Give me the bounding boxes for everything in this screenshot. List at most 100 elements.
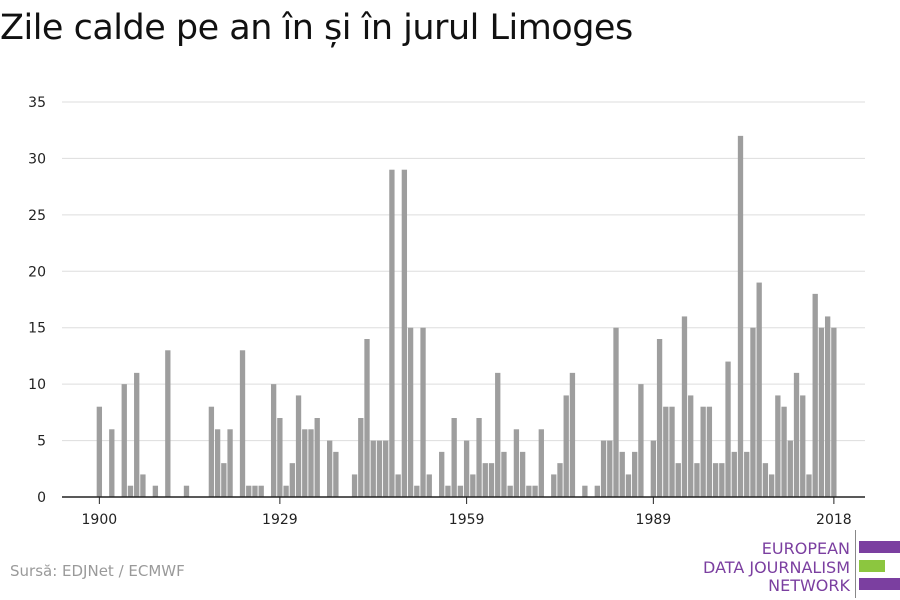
bar-1997 xyxy=(700,406,706,497)
bar-1933 xyxy=(302,429,308,497)
bar-1914 xyxy=(183,485,190,497)
bar-2014 xyxy=(806,474,812,497)
bar-2017 xyxy=(824,316,831,497)
bar-1920 xyxy=(221,463,227,497)
bar-1946 xyxy=(383,440,389,497)
bar-2002 xyxy=(731,451,737,497)
bar-1919 xyxy=(214,429,221,497)
bar-1929 xyxy=(277,418,283,497)
bar-2006 xyxy=(756,282,762,497)
bar-1968 xyxy=(519,451,526,497)
bar-1974 xyxy=(557,463,563,497)
bar-1949 xyxy=(401,169,408,497)
logo-bar-purple-bottom xyxy=(859,578,900,590)
bar-1924 xyxy=(246,485,252,497)
gridlines xyxy=(62,101,865,442)
bar-1956 xyxy=(445,485,451,497)
bar-2003 xyxy=(737,135,744,498)
bar-1984 xyxy=(619,451,625,497)
bar-1993 xyxy=(675,463,681,497)
bar-1967 xyxy=(513,429,520,497)
bar-1937 xyxy=(327,440,333,497)
bar-2016 xyxy=(818,327,825,497)
bar-1998 xyxy=(706,406,713,497)
bar-1999 xyxy=(712,463,719,497)
x-tick-label: 1929 xyxy=(262,512,298,528)
bar-1934 xyxy=(308,429,314,497)
bar-1976 xyxy=(569,372,576,497)
x-tick-label: 1900 xyxy=(82,512,118,528)
logo-bar-purple-top xyxy=(859,541,900,553)
bar-1945 xyxy=(376,440,383,497)
bar-1942 xyxy=(358,418,364,497)
bar-1970 xyxy=(532,485,538,497)
bar-1996 xyxy=(694,463,700,497)
logo-divider xyxy=(855,530,856,598)
bar-2005 xyxy=(750,327,756,497)
bar-1932 xyxy=(295,395,302,497)
bar-1983 xyxy=(613,327,619,497)
bar-2013 xyxy=(800,395,806,497)
bar-1986 xyxy=(632,451,638,497)
bar-2011 xyxy=(787,440,793,497)
bar-1961 xyxy=(476,418,482,497)
bar-1926 xyxy=(258,485,264,497)
y-tick-label: 5 xyxy=(37,434,46,450)
bar-1969 xyxy=(526,485,532,497)
chart-title: Zile calde pe an în și în jurul Limoges xyxy=(0,8,633,48)
bar-2007 xyxy=(762,463,769,497)
bar-1941 xyxy=(351,474,358,497)
bar-1944 xyxy=(370,440,376,497)
bar-1902 xyxy=(109,429,115,497)
bar-1987 xyxy=(638,384,644,497)
y-tick-label: 0 xyxy=(37,490,46,506)
bar-1900 xyxy=(96,406,103,497)
bar-1909 xyxy=(152,485,159,497)
bar-1964 xyxy=(495,372,501,497)
bar-1965 xyxy=(501,451,507,497)
bar-1962 xyxy=(482,463,488,497)
bar-1907 xyxy=(140,474,146,497)
source-note: Sursă: EDJNet / ECMWF xyxy=(10,562,185,580)
bar-1943 xyxy=(364,339,370,497)
bar-2000 xyxy=(719,463,725,497)
edjnet-logo[interactable]: EUROPEAN DATA JOURNALISM NETWORK xyxy=(650,530,900,600)
y-tick-label: 15 xyxy=(28,321,46,337)
bar-2009 xyxy=(775,395,781,497)
y-tick-label: 10 xyxy=(28,377,46,393)
x-tick-label: 1959 xyxy=(449,512,485,528)
logo-text-network: NETWORK xyxy=(768,576,850,595)
bar-1995 xyxy=(688,395,694,497)
bar-1905 xyxy=(127,485,134,497)
bar-1990 xyxy=(656,339,663,497)
bar-1931 xyxy=(289,463,295,497)
bar-1958 xyxy=(457,485,464,497)
bar-2010 xyxy=(781,406,787,497)
bar-1981 xyxy=(600,440,607,497)
bar-1978 xyxy=(582,485,588,497)
bar-1992 xyxy=(669,406,675,497)
bar-1955 xyxy=(439,451,445,497)
bar-1950 xyxy=(407,327,414,497)
bar-1938 xyxy=(333,451,339,497)
logo-text-european: EUROPEAN xyxy=(761,539,850,558)
bar-1911 xyxy=(165,350,171,497)
bar-1980 xyxy=(594,485,600,497)
bar-1925 xyxy=(252,485,258,497)
bar-2001 xyxy=(725,361,731,497)
logo-text-data-journalism: DATA JOURNALISM xyxy=(703,558,850,577)
bar-1959 xyxy=(463,440,470,497)
bar-1948 xyxy=(395,474,401,497)
bar-1906 xyxy=(134,372,140,497)
bar-2012 xyxy=(793,372,800,497)
bar-1975 xyxy=(563,395,569,497)
bar-1928 xyxy=(270,384,277,497)
bar-1904 xyxy=(121,384,127,497)
bar-1953 xyxy=(426,474,432,497)
bar-1966 xyxy=(507,485,513,497)
bar-1994 xyxy=(681,316,688,497)
bar-1921 xyxy=(227,429,233,497)
x-tick-label: 1989 xyxy=(636,512,672,528)
bar-1960 xyxy=(470,474,476,497)
